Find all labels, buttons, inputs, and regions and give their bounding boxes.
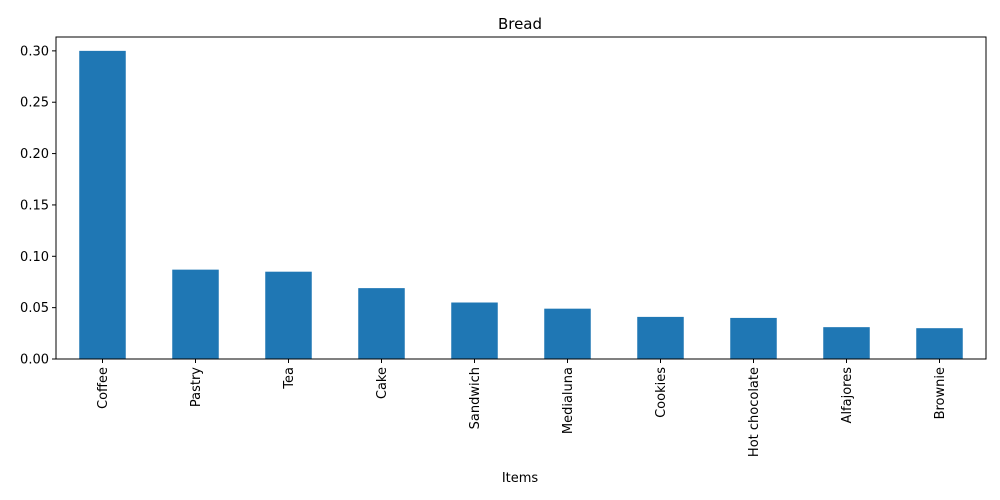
x-axis-label: Items (502, 471, 539, 486)
y-tick-label: 0.00 (20, 353, 49, 368)
x-tick-label: Coffee (96, 367, 111, 409)
bar-sandwich (451, 302, 498, 359)
bar-hot-chocolate (730, 317, 777, 359)
y-tick-label: 0.15 (20, 198, 49, 213)
bar-cake (358, 288, 405, 359)
y-tick-label: 0.10 (20, 250, 49, 265)
y-tick-label: 0.25 (20, 96, 49, 111)
y-tick-label: 0.20 (20, 147, 49, 162)
x-tick-label: Hot chocolate (747, 367, 762, 457)
y-tick-label: 0.30 (20, 44, 49, 59)
bar-alfajores (823, 327, 870, 359)
x-tick-label: Pastry (189, 367, 204, 407)
x-tick-label: Alfajores (840, 367, 855, 424)
y-axis: 0.00 0.05 0.10 0.15 0.20 0.25 0.30 (20, 44, 56, 368)
chart-title: Bread (498, 15, 542, 33)
bar-cookies (637, 316, 684, 359)
bar-tea (265, 271, 312, 359)
bars-group (79, 50, 963, 359)
x-axis: Coffee Pastry Tea Cake Sandwich Medialuna Cook… (96, 359, 948, 457)
x-tick-label: Medialuna (561, 367, 576, 434)
x-tick-label: Tea (282, 367, 297, 390)
x-tick-label: Cake (375, 367, 390, 399)
bar-pastry (172, 269, 219, 359)
x-tick-label: Cookies (654, 367, 669, 418)
plot-frame (55, 36, 987, 360)
bar-brownie (916, 328, 963, 359)
x-tick-label: Brownie (933, 367, 948, 419)
bar-medialuna (544, 308, 591, 359)
y-tick-label: 0.05 (20, 301, 49, 316)
bar-coffee (79, 50, 126, 359)
x-tick-label: Sandwich (468, 367, 483, 429)
